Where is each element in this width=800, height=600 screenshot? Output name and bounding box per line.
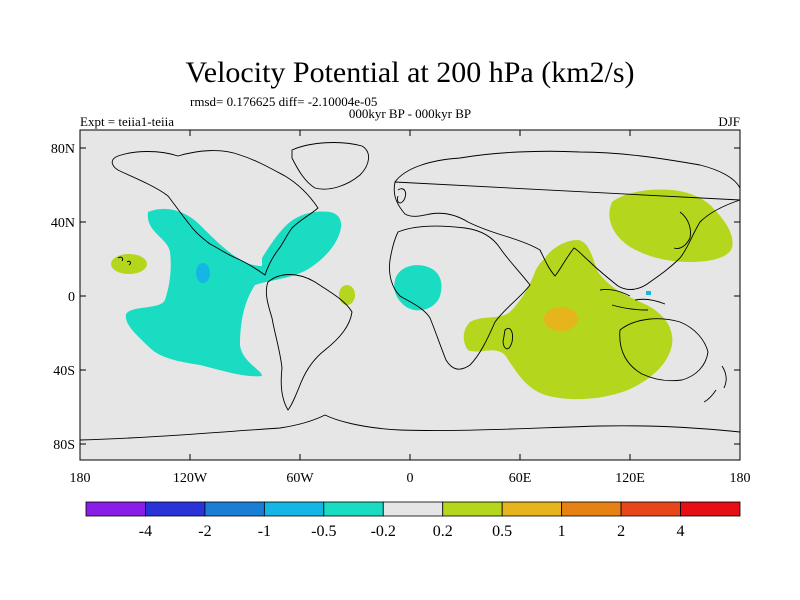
- colorbar-swatch: [620, 501, 681, 517]
- contour-pos-atlantic: [339, 285, 355, 305]
- lat-tick-label: 80N: [51, 142, 75, 157]
- colorbar-label: -4: [139, 523, 152, 540]
- lon-tick-label: 60W: [286, 471, 314, 486]
- lon-tick-label: 120E: [615, 471, 645, 486]
- lon-tick-label: 120W: [173, 471, 208, 486]
- contour-pos-east-asia: [609, 189, 733, 262]
- contour-neg-atlantic: [262, 211, 342, 271]
- lon-tick-label: 180: [730, 471, 751, 486]
- experiment-label: Expt = teiia1-teiia: [80, 114, 174, 129]
- colorbar-swatch: [561, 501, 622, 517]
- map-panel: 80N 40N 0 40S 80S 180 120W 60W 0: [51, 129, 751, 486]
- coastline-indonesia: [599, 289, 666, 311]
- contour-neg-mid-pacific: [196, 263, 210, 283]
- colorbar-swatch: [501, 501, 563, 517]
- colorbar-label: 2: [617, 523, 625, 540]
- colorbar-swatch: [382, 501, 444, 517]
- lat-tick-label: 40S: [53, 364, 75, 379]
- colorbar-label: 1: [558, 523, 566, 540]
- season-label: DJF: [718, 114, 740, 129]
- lat-tick-label: 40N: [51, 216, 75, 231]
- colorbar-label: -0.2: [371, 523, 396, 540]
- colorbar-label: 0.2: [433, 523, 453, 540]
- lon-tick-label: 180: [70, 471, 91, 486]
- colorbar-label: -0.5: [311, 523, 336, 540]
- longitude-axis: 180 120W 60W 0 60E 120E 180: [70, 130, 751, 486]
- colorbar-label: -1: [258, 523, 271, 540]
- lon-tick-label: 0: [407, 471, 414, 486]
- coastline-south-america: [265, 274, 353, 411]
- lat-tick-label: 0: [68, 290, 75, 305]
- coastline-north-america: [111, 150, 319, 276]
- lat-tick-label: 80S: [53, 438, 75, 453]
- colorbar-swatch: [145, 501, 206, 517]
- contour-pos-hawaii: [111, 254, 147, 274]
- period-label: 000kyr BP - 000kyr BP: [349, 106, 471, 121]
- coastline-eurasia: [393, 150, 741, 290]
- colorbar-swatch: [680, 501, 741, 517]
- colorbar-label: -2: [198, 523, 211, 540]
- colorbar-swatch: [263, 501, 325, 517]
- coastline-africa: [389, 225, 531, 370]
- contour-pos-mid-indian: [544, 307, 578, 331]
- coastline-hawaii: [117, 256, 131, 266]
- colorbar-swatch: [323, 501, 384, 517]
- coastline-uk: [397, 188, 407, 204]
- contour-neg-pacific: [125, 208, 341, 377]
- stats-label: rmsd= 0.176625 diff= -2.10004e-05: [190, 94, 377, 109]
- colorbar-swatch: [442, 501, 503, 517]
- contour-neg-small: [646, 291, 651, 295]
- coastline-madagascar: [502, 327, 513, 350]
- coastline-japan: [673, 211, 691, 249]
- coastline-new-zealand: [703, 365, 727, 403]
- lon-tick-label: 60E: [509, 471, 532, 486]
- coastlines: [79, 142, 741, 441]
- colorbar-swatch: [204, 501, 265, 517]
- coastline-australia: [619, 318, 709, 382]
- coastline-greenland: [291, 142, 369, 190]
- colorbar-swatch: [85, 501, 146, 517]
- latitude-axis: 80N 40N 0 40S 80S: [51, 142, 740, 453]
- colorbar-label: 0.5: [492, 523, 512, 540]
- figure-title: Velocity Potential at 200 hPa (km2/s): [185, 56, 634, 89]
- coastline-antarctica: [79, 414, 741, 441]
- colorbar: -4 -2 -1 -0.5 -0.2 0.2 0.5 1 2 4: [85, 501, 741, 540]
- colorbar-label: 4: [677, 523, 685, 540]
